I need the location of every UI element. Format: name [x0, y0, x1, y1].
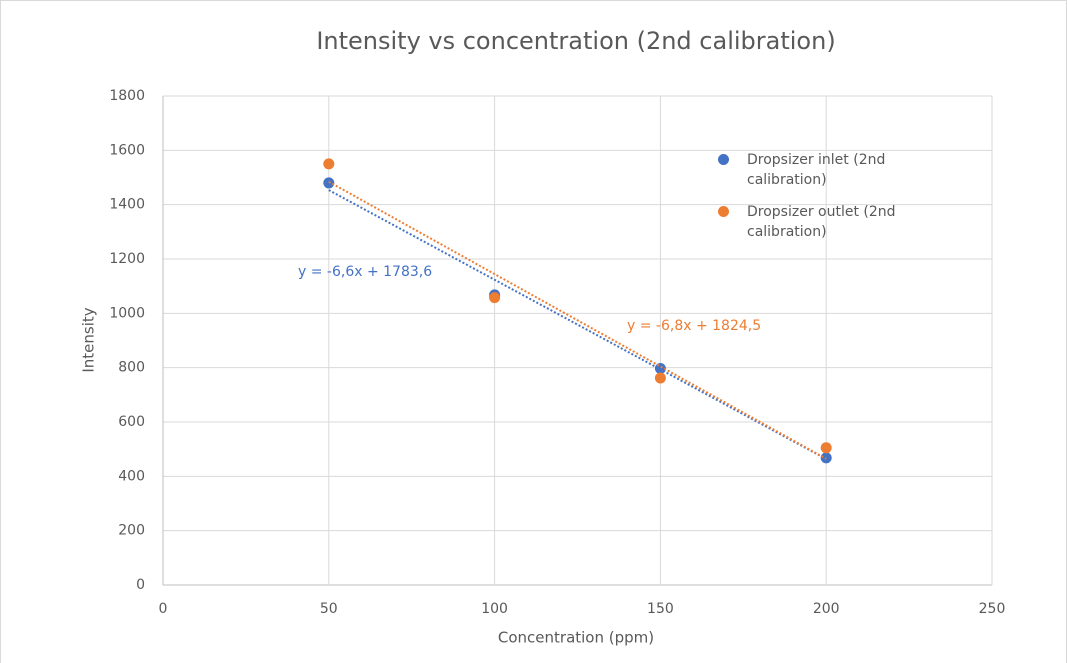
point	[323, 158, 335, 170]
legend-label: Dropsizer inlet (2nd calibration)	[747, 152, 886, 188]
x-tick-label: 50	[320, 601, 338, 617]
x-tick-label: 0	[159, 601, 168, 617]
x-axis-title: Concentration (ppm)	[498, 629, 654, 647]
trendline-label: y = -6,8x + 1824,5	[627, 318, 761, 334]
y-tick-label: 800	[118, 360, 145, 376]
x-tick-label: 100	[481, 601, 508, 617]
legend-marker	[718, 206, 729, 217]
point	[654, 362, 666, 374]
x-tick-label: 250	[979, 601, 1006, 617]
legend-item: Dropsizer outlet (2nd calibration)	[718, 202, 897, 242]
x-tick-label: 150	[647, 601, 674, 617]
legend-label: Dropsizer outlet (2nd calibration)	[747, 204, 896, 240]
point	[323, 177, 335, 189]
point	[820, 442, 832, 454]
chart-title: Intensity vs concentration (2nd calibrat…	[316, 27, 835, 55]
y-tick-label: 1400	[109, 197, 145, 213]
point	[489, 292, 501, 304]
trendline	[328, 180, 827, 460]
legend-marker	[718, 154, 729, 165]
y-tick-label: 400	[118, 468, 145, 484]
y-tick-label: 1800	[109, 88, 145, 104]
trendline-label: y = -6,6x + 1783,6	[298, 264, 432, 280]
y-tick-label: 0	[136, 577, 145, 593]
legend: Dropsizer inlet (2nd calibration) Dropsiz…	[718, 150, 897, 254]
y-tick-label: 200	[118, 523, 145, 539]
y-tick-label: 600	[118, 414, 145, 430]
y-tick-label: 1600	[109, 142, 145, 158]
point	[654, 372, 666, 384]
legend-item: Dropsizer inlet (2nd calibration)	[718, 150, 897, 190]
y-tick-label: 1000	[109, 305, 145, 321]
y-axis-title: Intensity	[80, 307, 98, 372]
x-tick-label: 200	[813, 601, 840, 617]
y-tick-label: 1200	[109, 251, 145, 267]
